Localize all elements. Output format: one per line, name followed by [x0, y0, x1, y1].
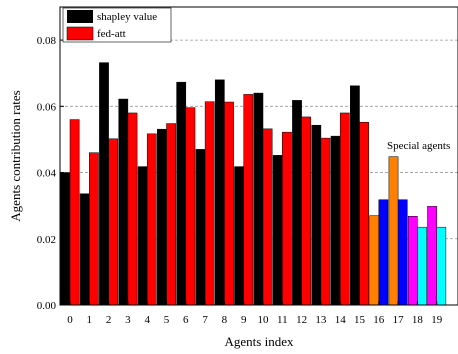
- x-tick-label: 13: [315, 314, 327, 326]
- bar-shapley-9: [234, 166, 244, 306]
- bar-shapley-14: [330, 135, 341, 306]
- x-tick-label: 16: [373, 314, 385, 326]
- bar-fed-att-9: [243, 94, 254, 306]
- bar-shapley-3: [118, 98, 129, 306]
- x-tick-label: 18: [412, 314, 424, 326]
- bar-fed-att-11: [282, 131, 292, 306]
- bar-fed-att-12: [301, 116, 312, 306]
- x-tick-label: 15: [354, 314, 366, 326]
- x-tick-label: 14: [335, 314, 347, 326]
- bar-shapley-15: [350, 85, 360, 306]
- bar-shapley-4: [137, 166, 148, 306]
- x-ticks: 0 1 2 3 4 5 6 7 8 9 10 11 12 13 14 15 16 17 18 19: [67, 301, 443, 326]
- y-tick-label: 0.02: [37, 234, 56, 246]
- bar-shapley-2: [99, 62, 109, 306]
- x-tick-label: 10: [258, 314, 270, 326]
- legend: shapley value fed-att: [62, 7, 172, 43]
- bar-shapley-13: [311, 124, 322, 306]
- bar-shapley-7: [195, 149, 206, 306]
- x-tick-label: 0: [67, 314, 73, 326]
- bar-fed-att-14: [339, 112, 350, 306]
- x-tick-label: 12: [296, 314, 307, 326]
- bar-shapley-16: [369, 215, 380, 306]
- x-tick-label: 6: [183, 314, 189, 326]
- bar-fed-att-3: [127, 112, 138, 306]
- bar-shapley-19: [427, 206, 437, 306]
- legend-swatch-shapley: [67, 10, 93, 23]
- plot-frame: [59, 6, 458, 306]
- x-tick-label: 7: [202, 314, 208, 326]
- bar-shapley-6: [176, 81, 187, 306]
- legend-swatch-fed-att: [66, 26, 94, 41]
- y-tick-label: 0.08: [37, 35, 57, 47]
- legend-label-shapley: shapley value: [97, 11, 157, 23]
- special-agents-annotation: Special agents: [387, 140, 450, 152]
- x-tick-label: 3: [125, 314, 131, 326]
- bar-fed-att-16: [378, 199, 389, 306]
- bar-shapley-12: [292, 100, 302, 306]
- bar-fed-att-5: [166, 123, 176, 306]
- x-tick-label: 11: [277, 314, 288, 326]
- x-tick-label: 2: [106, 314, 112, 326]
- x-tick-label: 8: [222, 314, 228, 326]
- bar-shapley-11: [272, 155, 283, 306]
- bar-shapley-10: [253, 92, 264, 306]
- x-axis-title: Agents index: [225, 334, 294, 349]
- bar-fed-att-4: [146, 133, 157, 306]
- y-tick-label: 0.00: [37, 300, 57, 312]
- y-tick-label: 0.06: [37, 101, 57, 113]
- y-ticks: 0.00 0.02 0.04 0.06 0.08: [37, 35, 64, 312]
- bar-shapley-17: [388, 156, 399, 306]
- bar-shapley-1: [79, 193, 90, 306]
- bar-shapley-18: [407, 216, 418, 306]
- x-tick-label: 9: [241, 314, 247, 326]
- legend-label-fed-att: fed-att: [97, 28, 126, 40]
- x-tick-label: 17: [393, 314, 405, 326]
- bars: [60, 62, 447, 306]
- y-tick-label: 0.04: [37, 168, 57, 180]
- x-tick-label: 4: [144, 314, 150, 326]
- bar-fed-att-15: [359, 121, 369, 306]
- bar-fed-att-1: [89, 152, 99, 306]
- bar-fed-att-0: [69, 119, 80, 306]
- bar-fed-att-13: [320, 137, 331, 306]
- x-tick-label: 1: [87, 314, 93, 326]
- bar-fed-att-7: [204, 101, 215, 306]
- bar-shapley-5: [157, 128, 167, 306]
- bar-fed-att-8: [224, 101, 234, 306]
- x-tick-label: 19: [431, 314, 443, 326]
- bar-shapley-8: [214, 79, 225, 306]
- y-axis-title: Agents contribution rates: [8, 90, 23, 221]
- bar-fed-att-10: [262, 128, 273, 306]
- bar-fed-att-17: [397, 199, 408, 306]
- x-tick-label: 5: [164, 314, 170, 326]
- bar-fed-att-2: [108, 138, 119, 306]
- bar-fed-att-18: [417, 226, 427, 306]
- bar-fed-att-6: [185, 107, 196, 306]
- bar-fed-att-19: [436, 226, 447, 306]
